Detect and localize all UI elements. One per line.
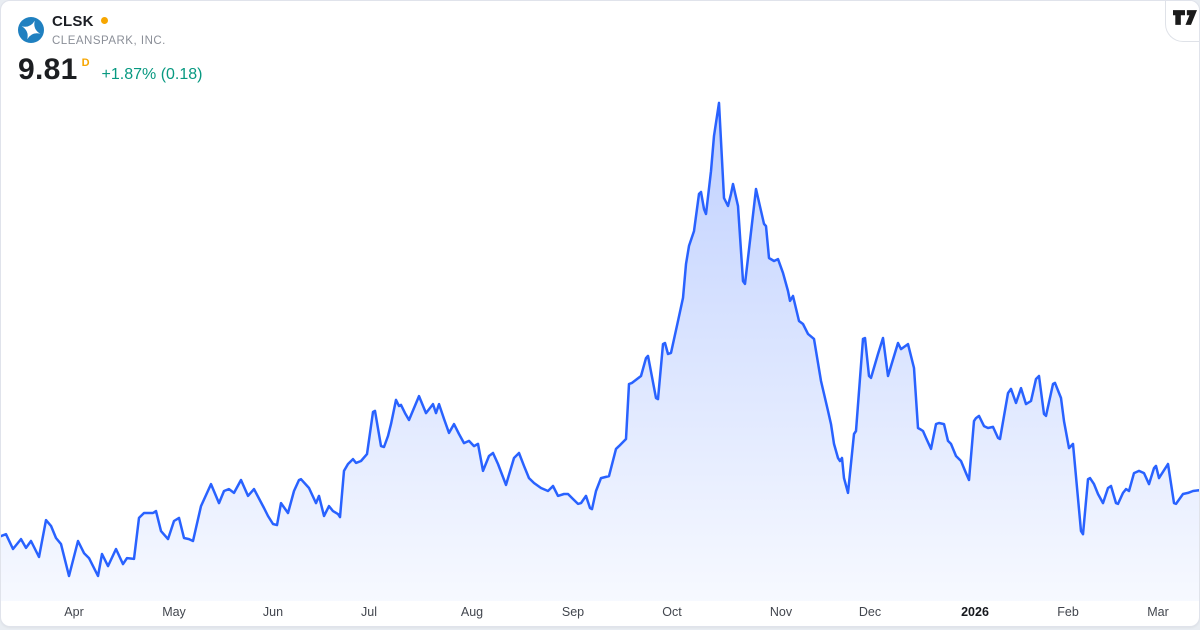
last-price: 9.81 [18,53,78,86]
time-axis: Apr May Jun Jul Aug Sep Oct Nov Dec 2026 Feb Mar [1,599,1199,626]
axis-label-jul: Jul [361,605,377,619]
cleanspark-logo [18,17,44,43]
axis-label-jun: Jun [262,605,284,619]
chart-area-fill [1,102,1199,601]
axis-label-feb: Feb [1057,605,1079,619]
axis-label-sep: Sep [561,605,585,619]
tradingview-badge[interactable] [1165,1,1199,42]
company-name: CLEANSPARK, INC. [52,35,166,47]
tradingview-logo-icon [1172,9,1197,25]
interval-badge[interactable]: D [81,57,90,69]
axis-label-2026: 2026 [961,605,989,619]
price-change: +1.87% (0.18) [101,66,203,83]
axis-label-may: May [162,605,186,619]
symbol-ticker[interactable]: CLSK [52,13,94,30]
sparkle-star-icon [21,20,41,40]
axis-label-apr: Apr [64,605,84,619]
chart-line [1,101,1199,578]
axis-label-dec: Dec [858,605,882,619]
axis-label-nov: Nov [769,605,793,619]
symbol-header: CLSK CLEANSPARK, INC. 9.81 D +1.87% (0.1… [18,13,203,85]
axis-label-aug: Aug [460,605,484,619]
axis-label-mar: Mar [1147,605,1169,619]
market-status-dot [100,17,108,24]
axis-label-oct: Oct [662,605,682,619]
